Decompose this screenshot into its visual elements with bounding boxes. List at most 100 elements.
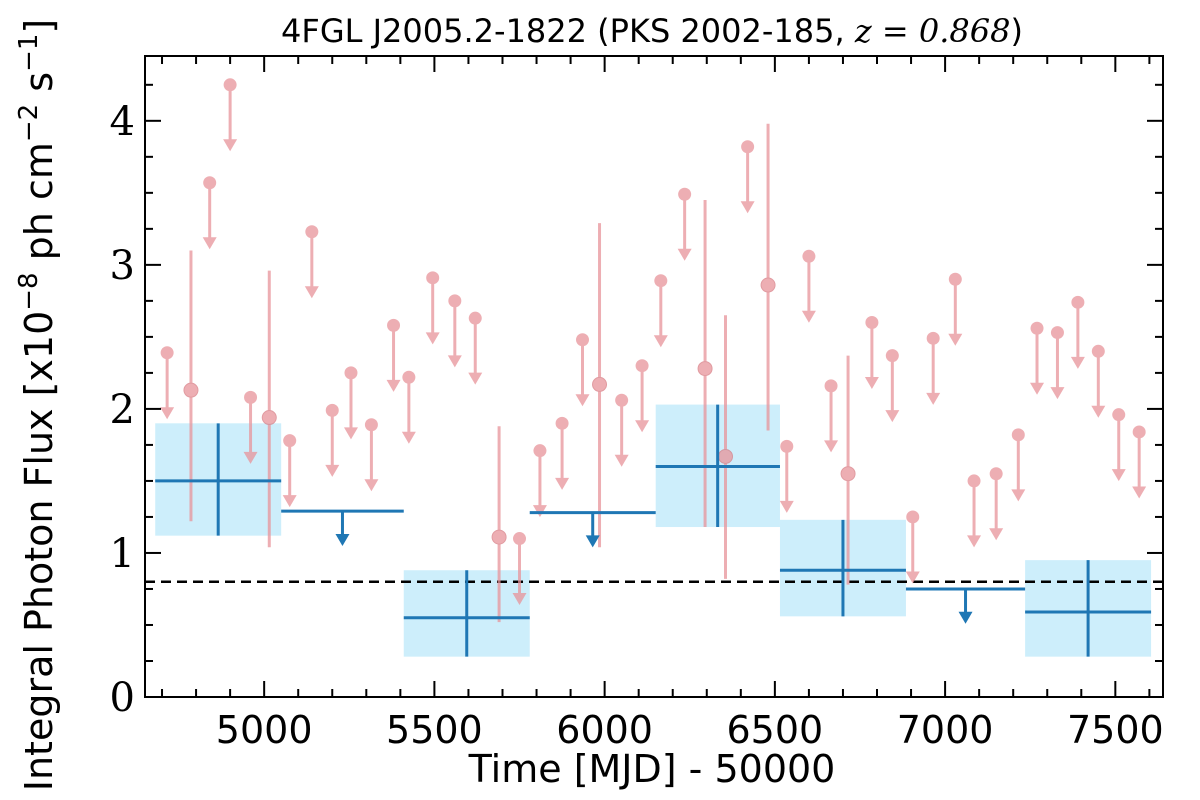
short-upper-limit-arrow-28 xyxy=(905,571,920,584)
y-tick-label-3: 3 xyxy=(110,243,135,289)
short-upper-limit-marker-15 xyxy=(533,444,547,458)
short-upper-limit-marker-36 xyxy=(1071,295,1085,309)
short-upper-limit-arrow-16 xyxy=(555,477,570,490)
short-upper-limit-18 xyxy=(614,393,629,467)
short-detection-marker-7 xyxy=(840,466,856,482)
short-detection-marker-3 xyxy=(592,376,608,392)
short-upper-limit-marker-11 xyxy=(426,271,440,285)
short-upper-limit-arrow-35 xyxy=(1050,387,1065,400)
short-upper-limit-4 xyxy=(282,434,297,508)
short-detection-marker-4 xyxy=(697,361,713,377)
y-axis-label-close: ] xyxy=(17,19,61,34)
short-upper-limit-20 xyxy=(653,274,668,348)
long-detection-1 xyxy=(403,570,530,657)
short-upper-limit-14 xyxy=(512,532,527,606)
short-upper-limit-21 xyxy=(677,187,692,261)
axis-ticks xyxy=(145,56,1163,698)
short-upper-limit-29 xyxy=(926,331,941,405)
short-upper-limit-arrow-11 xyxy=(425,332,440,345)
short-upper-limit-19 xyxy=(635,359,650,433)
short-upper-limit-marker-37 xyxy=(1091,344,1105,358)
short-upper-limit-arrow-20 xyxy=(653,335,668,348)
x-axis-label: Time [MJD] - 50000 xyxy=(468,747,836,791)
short-upper-limit-11 xyxy=(425,271,440,345)
long-detection-0 xyxy=(155,423,282,536)
short-upper-limit-arrow-21 xyxy=(677,248,692,261)
short-upper-limit-arrow-9 xyxy=(386,379,401,392)
short-upper-limit-38 xyxy=(1111,408,1126,482)
y-tick-label-0: 0 xyxy=(110,675,135,721)
short-upper-limit-6 xyxy=(325,403,340,477)
short-upper-limit-0 xyxy=(160,346,175,420)
short-detection-marker-0 xyxy=(183,382,199,398)
short-upper-limit-marker-17 xyxy=(576,333,590,347)
long-detection-3 xyxy=(779,519,906,617)
short-upper-limit-8 xyxy=(364,418,379,492)
short-upper-limit-23 xyxy=(779,439,794,513)
short-detection-2 xyxy=(491,426,507,623)
short-upper-limit-39 xyxy=(1132,425,1147,499)
short-upper-limit-marker-33 xyxy=(1011,428,1025,442)
x-tick-label-4: 7000 xyxy=(897,708,994,752)
short-upper-limit-arrow-24 xyxy=(801,310,816,323)
short-upper-limit-arrow-4 xyxy=(282,495,297,508)
short-upper-limit-arrow-18 xyxy=(614,454,629,467)
short-detection-0 xyxy=(183,250,199,522)
short-upper-limit-arrow-3 xyxy=(243,451,258,464)
short-upper-limit-marker-34 xyxy=(1030,321,1044,335)
chart-title-close: ) xyxy=(1010,12,1022,50)
short-upper-limit-arrow-31 xyxy=(967,535,982,548)
short-upper-limit-marker-35 xyxy=(1050,326,1064,340)
long-upper-limit-2 xyxy=(905,587,1026,624)
y-tick-label-1: 1 xyxy=(110,531,135,577)
short-upper-limit-marker-8 xyxy=(364,418,378,432)
short-detection-marker-2 xyxy=(491,529,507,545)
short-detection-4 xyxy=(697,200,713,528)
long-bin-points xyxy=(155,404,1152,657)
short-upper-limit-marker-30 xyxy=(948,272,962,286)
short-upper-limit-marker-7 xyxy=(344,366,358,380)
short-detection-marker-6 xyxy=(760,277,776,293)
short-upper-limit-marker-1 xyxy=(203,176,217,190)
short-upper-limit-7 xyxy=(343,366,358,440)
short-upper-limit-marker-10 xyxy=(402,370,416,384)
short-upper-limit-arrow-14 xyxy=(512,593,527,606)
short-upper-limit-arrow-12 xyxy=(447,355,462,368)
short-upper-limit-marker-39 xyxy=(1132,425,1146,439)
short-upper-limit-arrow-30 xyxy=(948,333,963,346)
short-upper-limit-32 xyxy=(989,467,1004,541)
short-upper-limit-marker-22 xyxy=(741,140,755,154)
short-upper-limit-arrow-23 xyxy=(779,500,794,513)
short-upper-limit-28 xyxy=(905,510,920,584)
chart-title: 4FGL J2005.2-1822 (PKS 2002-185, z = 0.8… xyxy=(281,12,1023,50)
short-detection-3 xyxy=(592,223,608,548)
short-upper-limit-13 xyxy=(468,311,483,385)
short-upper-limit-marker-4 xyxy=(283,434,297,448)
short-upper-limit-arrow-29 xyxy=(926,392,941,405)
short-upper-limit-marker-6 xyxy=(325,403,339,417)
x-tick-label-2: 6000 xyxy=(556,708,653,752)
x-tick-label-3: 6500 xyxy=(727,708,824,752)
long-upper-limit-arrow-1 xyxy=(585,535,600,548)
short-upper-limit-27 xyxy=(885,349,900,423)
short-upper-limit-arrow-10 xyxy=(401,431,416,444)
short-upper-limit-marker-27 xyxy=(885,349,899,363)
short-detection-7 xyxy=(840,355,856,585)
short-detection-1 xyxy=(261,270,277,548)
y-tick-label-2: 2 xyxy=(110,387,135,433)
x-tick-label-0: 5000 xyxy=(216,708,313,752)
short-upper-limit-5 xyxy=(304,225,319,299)
chart-title-main: 4FGL J2005.2-1822 (PKS 2002-185, xyxy=(281,12,855,50)
short-upper-limit-marker-12 xyxy=(448,294,462,308)
short-upper-limit-26 xyxy=(864,315,879,389)
short-upper-limit-1 xyxy=(202,176,217,250)
short-upper-limit-arrow-8 xyxy=(364,479,379,492)
short-upper-limit-marker-16 xyxy=(555,416,569,430)
short-upper-limit-arrow-22 xyxy=(740,201,755,214)
short-upper-limit-marker-38 xyxy=(1112,408,1126,422)
long-upper-limit-arrow-2 xyxy=(958,611,973,624)
short-upper-limit-marker-0 xyxy=(160,346,174,360)
y-tick-label-4: 4 xyxy=(110,99,135,145)
short-upper-limit-15 xyxy=(532,444,547,518)
short-upper-limit-arrow-13 xyxy=(468,372,483,385)
